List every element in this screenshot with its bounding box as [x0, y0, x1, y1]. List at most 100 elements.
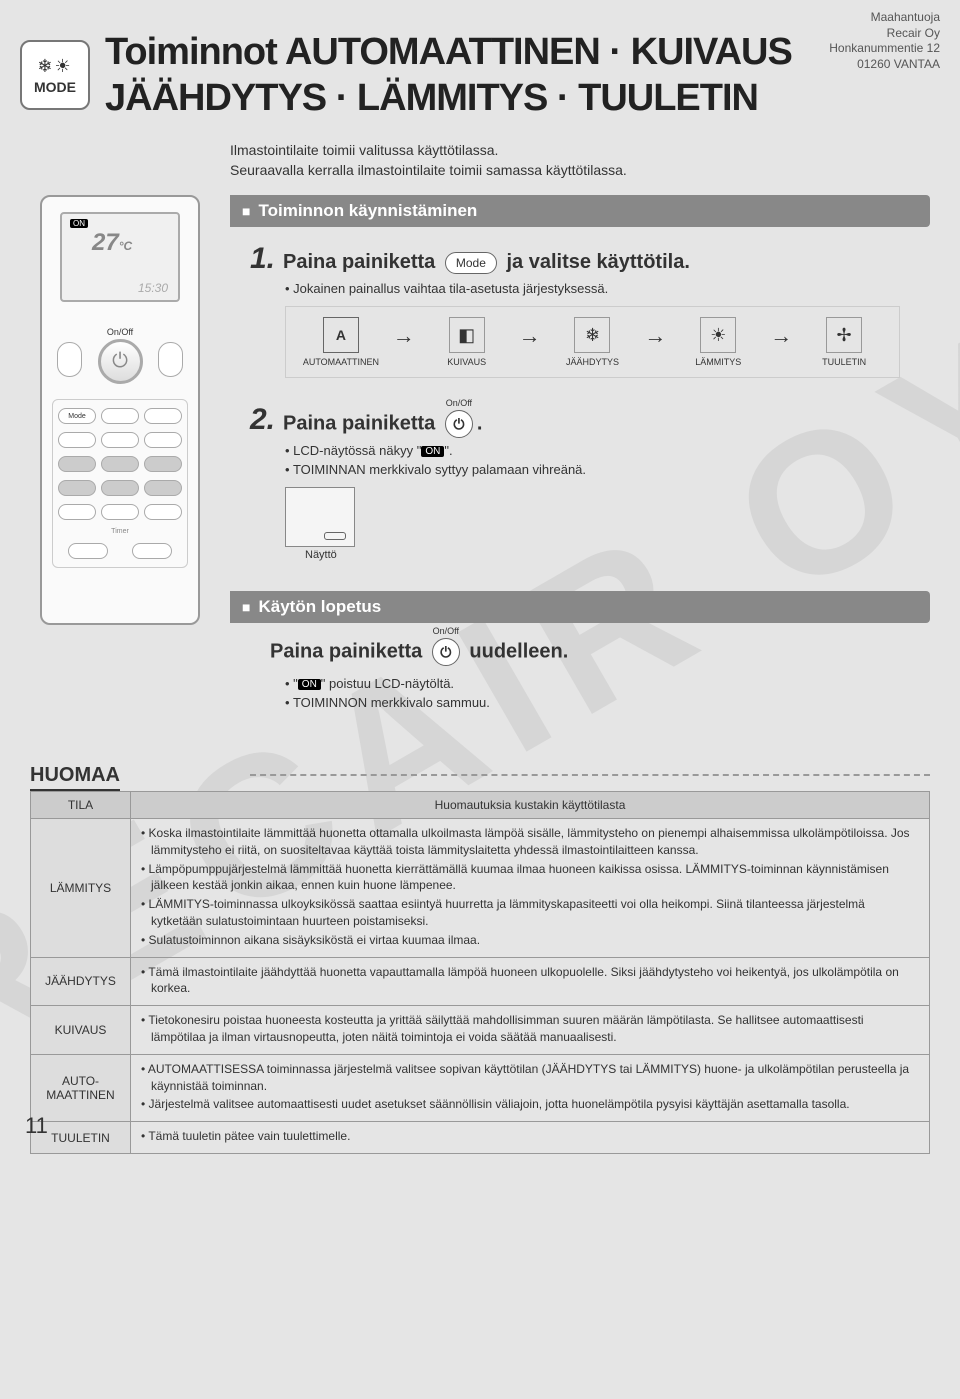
- remote-button: [58, 504, 96, 520]
- table-row-tila: KUIVAUS: [31, 1006, 131, 1055]
- note-item: Tämä tuuletin pätee vain tuulettimelle.: [141, 1128, 919, 1145]
- title-line1: Toiminnot AUTOMAATTINEN · KUIVAUS: [105, 30, 792, 76]
- remote-button: [144, 504, 182, 520]
- fan-icon: ✢: [826, 317, 862, 353]
- remote-illustration: ON 27°C 15:30 On/Off ⏻ Mode: [40, 195, 200, 625]
- mode-auto: A AUTOMAATTINEN: [291, 317, 391, 367]
- table-row-tila: JÄÄHDYTYS: [31, 957, 131, 1006]
- mode-heat: ☀ LÄMMITYS: [668, 317, 768, 367]
- mode-dry: ◧ KUIVAUS: [417, 317, 517, 367]
- table-row-notes: Tämä tuuletin pätee vain tuulettimelle.: [131, 1122, 930, 1154]
- table-row-tila: AUTO-MAATTINEN: [31, 1054, 131, 1121]
- remote-button: [101, 432, 139, 448]
- remote-button: [101, 456, 139, 472]
- importer-city: 01260 VANTAA: [829, 57, 940, 73]
- remote-button: [58, 480, 96, 496]
- step-2: 2. Paina painiketta On/Off ⏻ .: [250, 403, 930, 438]
- section-stop-heading: Käytön lopetus: [230, 591, 930, 623]
- power-button-inline: ⏻: [432, 638, 460, 666]
- display-unit-illustration: [285, 487, 355, 547]
- step-1: 1. Paina painiketta Mode ja valitse käyt…: [250, 242, 930, 276]
- note-item: Tietokonesiru poistaa huoneesta kosteutt…: [141, 1012, 919, 1046]
- stop-bullet-1: "ON" poistuu LCD-näytöltä.: [285, 676, 930, 691]
- col-notes: Huomautuksia kustakin käyttötilasta: [131, 792, 930, 819]
- note-item: AUTOMAATTISESSA toiminnassa järjestelmä …: [141, 1061, 919, 1095]
- remote-button: [144, 456, 182, 472]
- table-row-notes: AUTOMAATTISESSA toiminnassa järjestelmä …: [131, 1054, 930, 1121]
- remote-side-button-right: [158, 342, 183, 377]
- remote-power-button: ⏻: [98, 339, 143, 384]
- arrow-icon: →: [770, 323, 792, 361]
- remote-button: [132, 543, 172, 559]
- remote-button: [58, 456, 96, 472]
- remote-button: [144, 480, 182, 496]
- note-item: Tämä ilmastointilaite jäähdyttää huonett…: [141, 964, 919, 998]
- table-row-notes: Koska ilmastointilaite lämmittää huonett…: [131, 819, 930, 958]
- title-line2: JÄÄHDYTYS · LÄMMITYS · TUULETIN: [105, 76, 792, 122]
- col-tila: TILA: [31, 792, 131, 819]
- page-title: Toiminnot AUTOMAATTINEN · KUIVAUS JÄÄHDY…: [105, 30, 792, 121]
- step-2-bullet-1: LCD-näytössä näkyy "ON".: [285, 443, 930, 458]
- note-item: Sulatustoiminnon aikana sisäyksiköstä ei…: [141, 932, 919, 949]
- dash-divider: [250, 774, 930, 776]
- remote-button: [101, 408, 139, 424]
- remote-mode-button: Mode: [58, 408, 96, 424]
- remote-button: [58, 432, 96, 448]
- mode-flow-diagram: A AUTOMAATTINEN → ◧ KUIVAUS → ❄ JÄÄHDYTY…: [285, 306, 900, 378]
- importer-label: Maahantuoja: [829, 10, 940, 26]
- on-badge: ON: [421, 446, 444, 457]
- remote-button: [144, 432, 182, 448]
- step-1-text: Paina painiketta Mode ja valitse käyttöt…: [283, 251, 690, 274]
- section-start-heading: Toiminnon käynnistäminen: [230, 195, 930, 227]
- arrow-icon: →: [393, 323, 415, 361]
- mode-button-inline: Mode: [445, 252, 497, 274]
- table-row-notes: Tämä ilmastointilaite jäähdyttää huonett…: [131, 957, 930, 1006]
- mode-icon: ❄☀ MODE: [20, 40, 90, 110]
- remote-button: [144, 408, 182, 424]
- power-button-inline: ⏻: [445, 410, 473, 438]
- importer-address: Honkanummentie 12: [829, 41, 940, 57]
- note-item: LÄMMITYS-toiminnassa ulkoyksikössä saatt…: [141, 896, 919, 930]
- arrow-icon: →: [519, 323, 541, 361]
- auto-icon: A: [323, 317, 359, 353]
- mode-fan: ✢ TUULETIN: [794, 317, 894, 367]
- onoff-label: On/Off: [428, 626, 464, 636]
- remote-lcd: ON 27°C 15:30: [60, 212, 180, 302]
- mode-icon-glyphs: ❄☀: [37, 56, 72, 77]
- remote-button: [101, 504, 139, 520]
- on-badge: ON: [298, 679, 321, 690]
- remote-button-panel: Mode: [52, 399, 188, 568]
- heat-icon: ☀: [700, 317, 736, 353]
- remote-button: [68, 543, 108, 559]
- intro-line2: Seuraavalla kerralla ilmastointilaite to…: [230, 161, 930, 181]
- page-number: 11: [25, 1113, 48, 1139]
- step-1-number: 1.: [250, 242, 275, 276]
- mode-cool: ❄ JÄÄHDYTYS: [543, 317, 643, 367]
- mode-icon-label: MODE: [34, 79, 76, 95]
- step-2-text: Paina painiketta On/Off ⏻ .: [283, 410, 482, 438]
- remote-side-button-left: [57, 342, 82, 377]
- lcd-time: 15:30: [138, 281, 168, 295]
- table-row-notes: Tietokonesiru poistaa huoneesta kosteutt…: [131, 1006, 930, 1055]
- remote-button: [101, 480, 139, 496]
- dry-icon: ◧: [449, 317, 485, 353]
- lcd-temp: 27°C: [92, 229, 132, 257]
- notes-table: TILA Huomautuksia kustakin käyttötilasta…: [30, 791, 930, 1154]
- intro-text: Ilmastointilaite toimii valitussa käyttö…: [230, 141, 930, 180]
- stop-bullet-2: TOIMINNON merkkivalo sammuu.: [285, 695, 930, 710]
- stop-step: Paina painiketta On/Off ⏻ uudelleen.: [270, 638, 930, 666]
- onoff-label: On/Off: [441, 398, 477, 408]
- remote-onoff-label: On/Off: [52, 327, 188, 337]
- huomaa-heading: HUOMAA: [30, 764, 120, 791]
- step-1-bullet: Jokainen painallus vaihtaa tila-asetusta…: [285, 281, 930, 296]
- note-item: Järjestelmä valitsee automaattisesti uud…: [141, 1096, 919, 1113]
- display-label: Näyttö: [305, 549, 930, 561]
- lcd-on-indicator: ON: [70, 219, 88, 228]
- note-item: Lämpöpumppujärjestelmä lämmittää huonett…: [141, 861, 919, 895]
- step-2-bullet-2: TOIMINNAN merkkivalo syttyy palamaan vih…: [285, 462, 930, 477]
- intro-line1: Ilmastointilaite toimii valitussa käyttö…: [230, 141, 930, 161]
- table-row-tila: LÄMMITYS: [31, 819, 131, 958]
- step-2-number: 2.: [250, 403, 275, 437]
- importer-info: Maahantuoja Recair Oy Honkanummentie 12 …: [829, 10, 940, 72]
- cool-icon: ❄: [574, 317, 610, 353]
